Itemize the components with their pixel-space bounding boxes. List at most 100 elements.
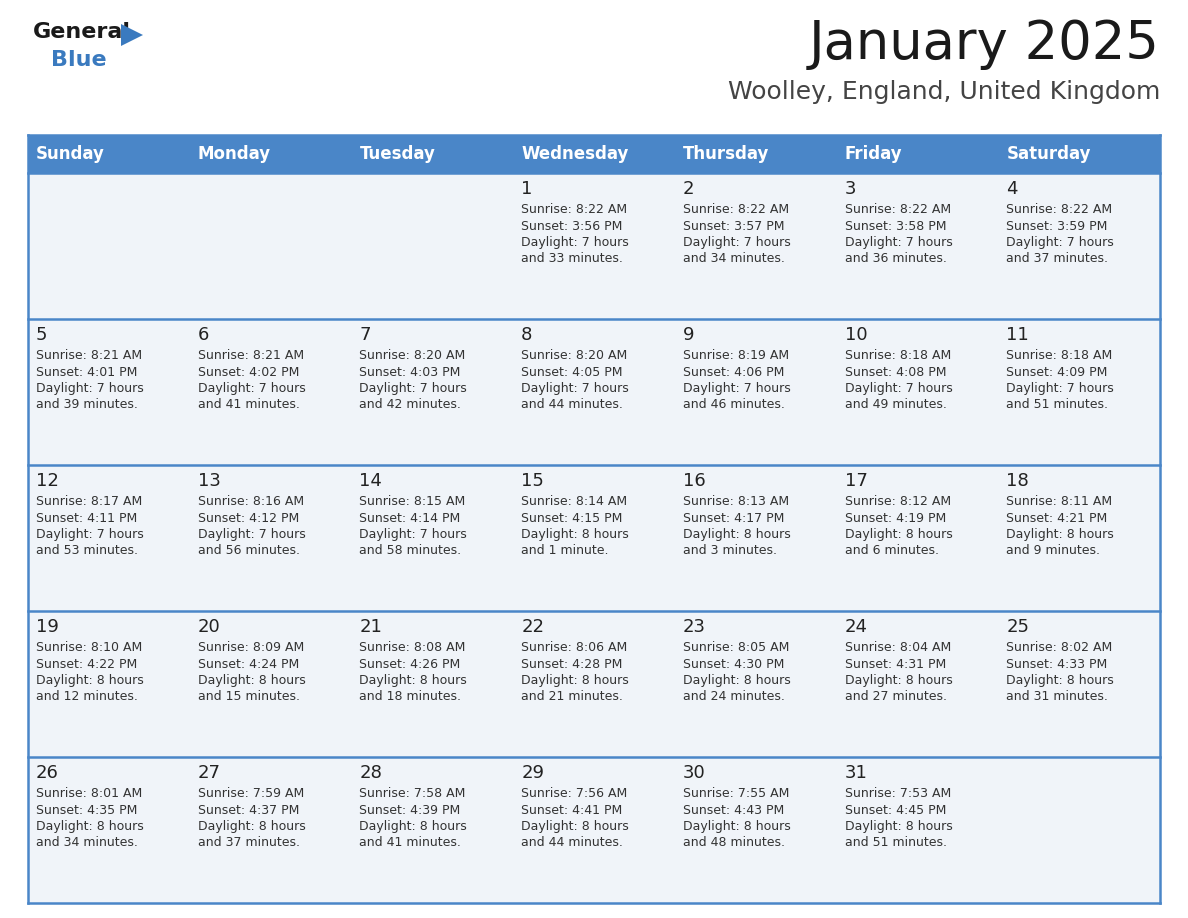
Text: and 33 minutes.: and 33 minutes. [522, 252, 623, 265]
Text: Sunrise: 8:12 AM: Sunrise: 8:12 AM [845, 495, 950, 508]
Text: 2: 2 [683, 180, 694, 198]
Text: 25: 25 [1006, 618, 1029, 636]
Text: Sunset: 4:11 PM: Sunset: 4:11 PM [36, 511, 138, 524]
Text: 19: 19 [36, 618, 59, 636]
Text: 12: 12 [36, 472, 59, 490]
Bar [675, 465, 836, 611]
Text: Sunset: 4:06 PM: Sunset: 4:06 PM [683, 365, 784, 378]
Text: Daylight: 8 hours: Daylight: 8 hours [845, 528, 953, 541]
Text: Sunrise: 8:22 AM: Sunrise: 8:22 AM [845, 203, 950, 216]
Text: and 48 minutes.: and 48 minutes. [683, 836, 785, 849]
Text: Sunrise: 8:16 AM: Sunrise: 8:16 AM [197, 495, 304, 508]
Text: and 44 minutes.: and 44 minutes. [522, 398, 623, 411]
Text: Daylight: 7 hours: Daylight: 7 hours [845, 236, 953, 249]
Text: Daylight: 7 hours: Daylight: 7 hours [197, 528, 305, 541]
Text: and 41 minutes.: and 41 minutes. [360, 836, 461, 849]
Text: Daylight: 8 hours: Daylight: 8 hours [522, 528, 628, 541]
Text: 10: 10 [845, 326, 867, 344]
Bar [675, 135, 836, 173]
Text: Sunset: 4:33 PM: Sunset: 4:33 PM [1006, 657, 1107, 670]
Bar [836, 135, 998, 173]
Text: 30: 30 [683, 764, 706, 782]
Text: and 56 minutes.: and 56 minutes. [197, 544, 299, 557]
Text: Daylight: 8 hours: Daylight: 8 hours [522, 820, 628, 833]
Text: Sunrise: 7:59 AM: Sunrise: 7:59 AM [197, 787, 304, 800]
Text: 14: 14 [360, 472, 383, 490]
Bar [352, 135, 513, 173]
Text: 15: 15 [522, 472, 544, 490]
Text: Sunrise: 8:22 AM: Sunrise: 8:22 AM [1006, 203, 1112, 216]
Text: Sunset: 3:57 PM: Sunset: 3:57 PM [683, 219, 784, 232]
Text: and 37 minutes.: and 37 minutes. [1006, 252, 1108, 265]
Text: and 53 minutes.: and 53 minutes. [36, 544, 138, 557]
Bar [513, 319, 675, 465]
Text: and 31 minutes.: and 31 minutes. [1006, 690, 1108, 703]
Text: Daylight: 8 hours: Daylight: 8 hours [360, 820, 467, 833]
Text: Sunset: 4:45 PM: Sunset: 4:45 PM [845, 803, 946, 816]
Text: Daylight: 7 hours: Daylight: 7 hours [1006, 382, 1114, 395]
Bar [513, 173, 675, 319]
Text: Daylight: 7 hours: Daylight: 7 hours [36, 382, 144, 395]
Text: Saturday: Saturday [1006, 145, 1091, 163]
Text: Sunrise: 8:01 AM: Sunrise: 8:01 AM [36, 787, 143, 800]
Bar [29, 319, 190, 465]
Text: Sunrise: 8:22 AM: Sunrise: 8:22 AM [683, 203, 789, 216]
Text: 6: 6 [197, 326, 209, 344]
Text: Sunrise: 8:20 AM: Sunrise: 8:20 AM [522, 349, 627, 362]
Text: Sunset: 4:26 PM: Sunset: 4:26 PM [360, 657, 461, 670]
Text: Sunrise: 7:55 AM: Sunrise: 7:55 AM [683, 787, 789, 800]
Bar [998, 173, 1159, 319]
Text: and 58 minutes.: and 58 minutes. [360, 544, 462, 557]
Text: Daylight: 7 hours: Daylight: 7 hours [845, 382, 953, 395]
Text: Daylight: 8 hours: Daylight: 8 hours [683, 820, 790, 833]
Text: Sunrise: 8:18 AM: Sunrise: 8:18 AM [1006, 349, 1112, 362]
Text: Sunset: 4:30 PM: Sunset: 4:30 PM [683, 657, 784, 670]
Text: Sunrise: 8:09 AM: Sunrise: 8:09 AM [197, 641, 304, 654]
Text: Daylight: 8 hours: Daylight: 8 hours [1006, 528, 1114, 541]
Text: Sunset: 4:24 PM: Sunset: 4:24 PM [197, 657, 299, 670]
Text: Daylight: 8 hours: Daylight: 8 hours [1006, 674, 1114, 687]
Text: and 12 minutes.: and 12 minutes. [36, 690, 138, 703]
Text: Sunday: Sunday [36, 145, 105, 163]
Text: 9: 9 [683, 326, 694, 344]
Text: 29: 29 [522, 764, 544, 782]
Text: and 27 minutes.: and 27 minutes. [845, 690, 947, 703]
Text: Sunset: 4:08 PM: Sunset: 4:08 PM [845, 365, 946, 378]
Text: 26: 26 [36, 764, 59, 782]
Text: and 6 minutes.: and 6 minutes. [845, 544, 939, 557]
Bar [836, 611, 998, 757]
Text: 24: 24 [845, 618, 867, 636]
Text: Daylight: 8 hours: Daylight: 8 hours [197, 820, 305, 833]
Text: Sunrise: 8:10 AM: Sunrise: 8:10 AM [36, 641, 143, 654]
Text: Daylight: 8 hours: Daylight: 8 hours [197, 674, 305, 687]
Text: Sunset: 4:05 PM: Sunset: 4:05 PM [522, 365, 623, 378]
Text: Wednesday: Wednesday [522, 145, 628, 163]
Text: and 1 minute.: and 1 minute. [522, 544, 608, 557]
Text: Sunrise: 8:13 AM: Sunrise: 8:13 AM [683, 495, 789, 508]
Polygon shape [121, 24, 143, 46]
Text: Sunrise: 8:04 AM: Sunrise: 8:04 AM [845, 641, 950, 654]
Text: Thursday: Thursday [683, 145, 770, 163]
Text: 18: 18 [1006, 472, 1029, 490]
Text: and 34 minutes.: and 34 minutes. [36, 836, 138, 849]
Text: Sunset: 4:09 PM: Sunset: 4:09 PM [1006, 365, 1107, 378]
Text: and 42 minutes.: and 42 minutes. [360, 398, 461, 411]
Text: Sunrise: 8:11 AM: Sunrise: 8:11 AM [1006, 495, 1112, 508]
Bar [675, 319, 836, 465]
Text: Sunrise: 7:58 AM: Sunrise: 7:58 AM [360, 787, 466, 800]
Text: Sunrise: 7:53 AM: Sunrise: 7:53 AM [845, 787, 950, 800]
Text: Sunset: 4:14 PM: Sunset: 4:14 PM [360, 511, 461, 524]
Text: Sunset: 4:35 PM: Sunset: 4:35 PM [36, 803, 138, 816]
Text: Sunrise: 8:08 AM: Sunrise: 8:08 AM [360, 641, 466, 654]
Bar [836, 173, 998, 319]
Text: and 51 minutes.: and 51 minutes. [845, 836, 947, 849]
Text: Sunset: 4:02 PM: Sunset: 4:02 PM [197, 365, 299, 378]
Text: Daylight: 8 hours: Daylight: 8 hours [683, 674, 790, 687]
Text: Sunset: 4:15 PM: Sunset: 4:15 PM [522, 511, 623, 524]
Text: 22: 22 [522, 618, 544, 636]
Text: Daylight: 7 hours: Daylight: 7 hours [360, 528, 467, 541]
Text: Tuesday: Tuesday [360, 145, 435, 163]
Text: and 51 minutes.: and 51 minutes. [1006, 398, 1108, 411]
Text: Sunrise: 8:21 AM: Sunrise: 8:21 AM [197, 349, 304, 362]
Text: and 39 minutes.: and 39 minutes. [36, 398, 138, 411]
